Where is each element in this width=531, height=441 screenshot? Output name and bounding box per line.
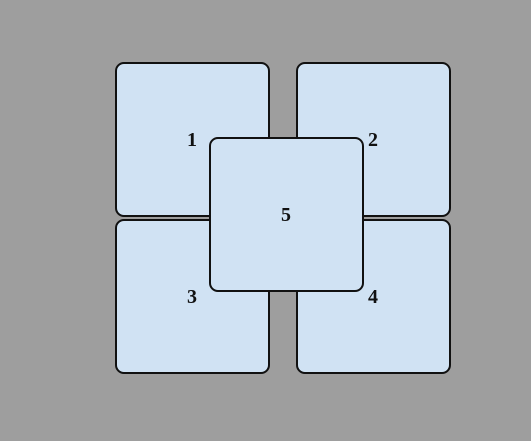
tile-4-label: 4 [368,286,378,308]
tile-5-label: 5 [281,204,291,226]
tile-2-label: 2 [368,129,378,151]
tile-5: 5 [209,137,364,292]
tile-3-label: 3 [187,286,197,308]
tile-4: 4 [296,219,451,374]
tile-1-label: 1 [187,129,197,151]
